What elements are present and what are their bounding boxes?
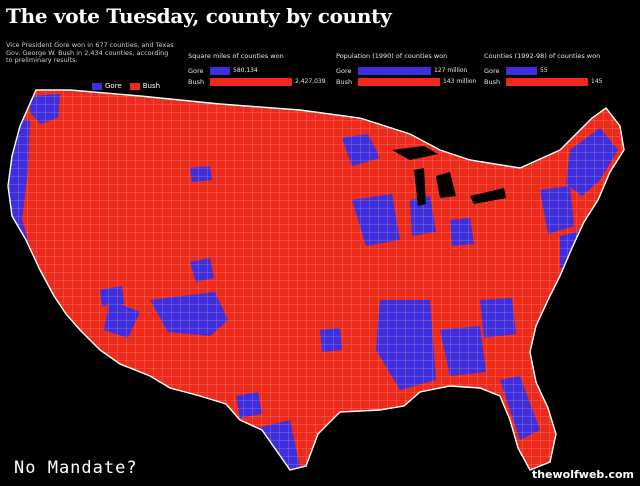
caption: No Mandate? [14, 458, 138, 478]
stat-heading: Counties (1992-98) of counties won [484, 52, 601, 60]
stat-value: 127 million [434, 67, 468, 74]
stat-heading: Square miles of counties won [188, 52, 284, 60]
stat-label: Gore [336, 66, 352, 75]
stat-row-bush: Bush 143 million [336, 76, 486, 87]
stat-value: 580,134 [233, 67, 258, 74]
stat-label: Gore [484, 66, 500, 75]
stat-value: 55 [540, 67, 548, 74]
stat-bar [358, 66, 431, 75]
stat-row-gore: Gore 580,134 [188, 65, 338, 76]
stat-row-bush: Bush 145 [484, 76, 634, 87]
stat-value: 2,427,039 [295, 78, 326, 85]
legend-gore: Gore [92, 82, 122, 90]
stat-bar [358, 77, 440, 86]
stat-label: Gore [188, 66, 204, 75]
legend-bush-label: Bush [142, 82, 161, 90]
stat-square-miles: Square miles of counties won Gore 580,134… [188, 52, 338, 87]
stat-value: 145 [591, 78, 603, 85]
bush-swatch [129, 82, 140, 90]
credit-watermark: thewolfweb.com [531, 468, 634, 481]
legend-bush: Bush [129, 82, 161, 90]
stat-row-bush: Bush 2,427,039 [188, 76, 338, 87]
gore-swatch [92, 82, 102, 90]
page-title: The vote Tuesday, county by county [6, 4, 392, 28]
intro-text: Vice President Gore won in 677 counties,… [6, 41, 174, 64]
stat-label: Bush [336, 77, 353, 86]
stat-row-gore: Gore 127 million [336, 65, 486, 76]
legend-gore-label: Gore [105, 82, 122, 90]
stat-population: Population (1990) of counties won Gore 12… [336, 52, 486, 87]
stat-label: Bush [188, 77, 205, 86]
stat-bar [210, 66, 230, 75]
legend: Gore Bush [92, 82, 160, 90]
stat-label: Bush [484, 77, 501, 86]
stat-counties: Counties (1992-98) of counties won Gore 5… [484, 52, 634, 87]
stat-bar [210, 77, 292, 86]
stat-row-gore: Gore 55 [484, 65, 634, 76]
stat-value: 143 million [443, 78, 477, 85]
stat-bar [506, 77, 588, 86]
stat-heading: Population (1990) of counties won [336, 52, 448, 60]
great-lakes [392, 146, 506, 206]
stat-bar [506, 66, 537, 75]
